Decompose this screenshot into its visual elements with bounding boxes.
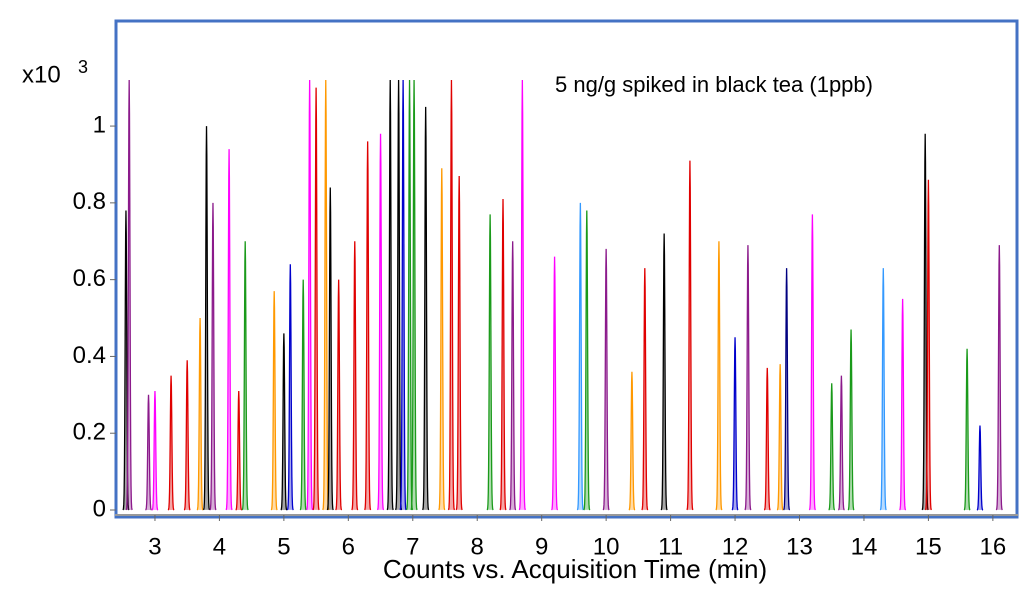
- peak: [847, 329, 855, 511]
- peak: [838, 375, 845, 511]
- peak: [551, 256, 559, 511]
- peak: [924, 179, 933, 511]
- peak: [763, 367, 771, 511]
- peak: [209, 202, 217, 511]
- peak: [306, 79, 314, 511]
- y-unit-exponent: 3: [78, 57, 88, 77]
- peak: [326, 187, 334, 511]
- x-tick-label: 3: [148, 533, 161, 560]
- y-tick-label: 0: [93, 495, 106, 522]
- peak: [641, 268, 649, 511]
- peak: [509, 241, 517, 511]
- peak: [518, 79, 526, 511]
- peak: [576, 202, 584, 511]
- peak: [241, 241, 249, 511]
- chart-title: 5 ng/g spiked in black tea (1ppb): [555, 72, 873, 97]
- peak: [963, 348, 971, 511]
- y-unit-base: x10: [22, 61, 61, 88]
- peak: [280, 333, 288, 511]
- peak: [405, 79, 414, 511]
- peak: [776, 364, 784, 511]
- x-tick-label: 15: [915, 533, 942, 560]
- peak: [202, 126, 211, 511]
- x-tick-label: 9: [535, 533, 548, 560]
- peak: [312, 87, 320, 511]
- peak: [686, 160, 694, 511]
- x-tick-label: 5: [277, 533, 290, 560]
- peak: [583, 210, 591, 511]
- peak: [183, 360, 191, 511]
- peak: [976, 425, 984, 511]
- peak: [286, 264, 294, 511]
- peak: [731, 337, 739, 511]
- x-tick-label: 16: [980, 533, 1007, 560]
- peak: [438, 168, 446, 511]
- x-tick-label: 11: [658, 533, 683, 560]
- peak: [602, 248, 610, 511]
- peak: [122, 210, 130, 511]
- peaks: [122, 79, 1003, 511]
- x-tick-label: 8: [471, 533, 484, 560]
- peak: [899, 298, 907, 511]
- x-tick-label: 7: [406, 533, 419, 560]
- peak: [828, 383, 836, 511]
- peak: [235, 390, 243, 511]
- peak: [299, 279, 307, 511]
- peak: [270, 291, 278, 511]
- x-axis-label: Counts vs. Acquisition Time (min): [383, 554, 767, 584]
- plot-frame: [114, 19, 1019, 519]
- peak: [715, 241, 723, 511]
- peak: [399, 79, 407, 511]
- peak: [322, 79, 330, 511]
- x-tick-label: 6: [342, 533, 355, 560]
- peak: [386, 79, 394, 511]
- y-tick-label: 1: [93, 111, 106, 138]
- x-tick-label: 14: [851, 533, 878, 560]
- peak: [151, 390, 159, 511]
- peak: [410, 79, 418, 511]
- peak: [376, 133, 385, 511]
- peak: [364, 141, 372, 511]
- peak: [660, 233, 668, 511]
- x-tick-label: 4: [213, 533, 226, 560]
- y-tick-label: 0.8: [73, 188, 106, 215]
- peak: [225, 149, 233, 511]
- peak: [196, 318, 204, 511]
- peak: [995, 245, 1003, 511]
- peak: [921, 133, 929, 511]
- peak: [808, 214, 816, 511]
- y-tick-label: 0.6: [73, 265, 106, 292]
- peak: [394, 79, 403, 511]
- peak: [351, 241, 359, 511]
- peak: [167, 375, 175, 511]
- y-tick-label: 0.4: [73, 342, 106, 369]
- peak: [335, 279, 343, 511]
- peak: [783, 268, 791, 511]
- peak: [486, 214, 494, 511]
- peak: [422, 106, 430, 511]
- x-tick-label: 10: [593, 533, 620, 560]
- peak: [628, 371, 636, 511]
- peak: [145, 394, 152, 511]
- peak: [499, 199, 507, 511]
- x-tick-label: 13: [786, 533, 813, 560]
- peak: [879, 268, 887, 511]
- peak: [455, 175, 463, 511]
- x-tick-label: 12: [722, 533, 749, 560]
- peak: [125, 79, 133, 511]
- y-tick-label: 0.2: [73, 419, 106, 446]
- peak: [744, 245, 752, 511]
- peak: [447, 79, 456, 511]
